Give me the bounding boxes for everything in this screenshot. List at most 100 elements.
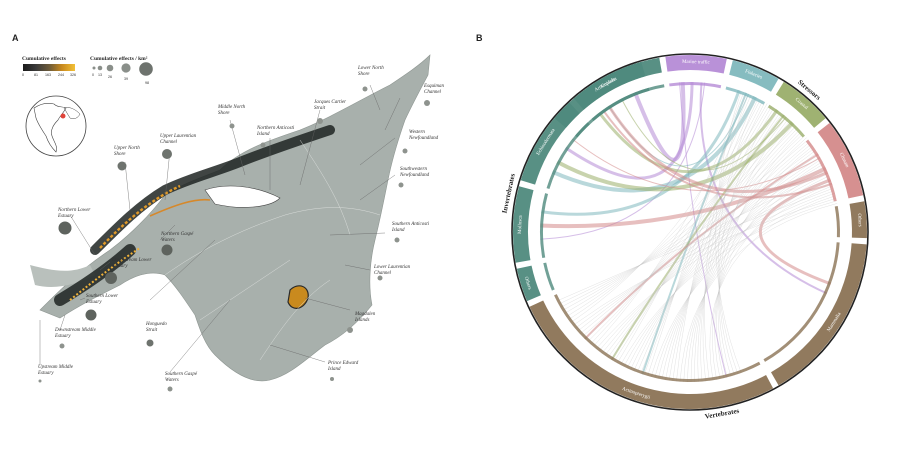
gradient-tick: 81 xyxy=(34,73,38,77)
background-link xyxy=(601,156,821,354)
background-link xyxy=(702,102,766,382)
chord-inner-band xyxy=(767,104,805,138)
cumulative-effects-legend-title: Cumulative effects xyxy=(22,56,66,62)
chord-inner-band xyxy=(834,205,840,238)
region-label: Lower North Shore xyxy=(358,66,384,77)
gradient-tick: 326 xyxy=(70,73,76,77)
chord-segment-others xyxy=(849,201,867,239)
background-link xyxy=(643,100,763,375)
background-link xyxy=(593,91,744,347)
region-label: Middle North Shore xyxy=(218,105,246,116)
chord-inner-band xyxy=(591,87,650,122)
background-link xyxy=(572,198,837,326)
background-link xyxy=(604,141,810,356)
chord-inner-band xyxy=(554,294,761,382)
background-link xyxy=(633,135,806,372)
background-link xyxy=(658,159,822,379)
background-link xyxy=(661,143,812,380)
region-label: Lower Laurentian Channel xyxy=(374,265,411,276)
chord-segment-mammalia xyxy=(771,243,867,386)
background-link xyxy=(595,190,835,350)
chord-inner-band xyxy=(725,86,765,105)
chord-link xyxy=(610,114,785,361)
chord-link xyxy=(602,109,833,199)
chord-segment-marine-traffic xyxy=(665,55,727,74)
region-label: Esquiman Channel xyxy=(424,84,444,95)
chord-segment-label: Marine traffic xyxy=(682,60,711,66)
chord-link xyxy=(620,98,787,171)
region-label: Downstream Lower Estuary xyxy=(112,258,152,269)
gradient-tick: 244 xyxy=(58,73,64,77)
anticosti-island xyxy=(204,185,281,208)
background-link xyxy=(562,139,809,311)
background-link xyxy=(574,180,832,329)
chord-segment-echinodermata xyxy=(520,102,580,185)
background-link xyxy=(568,103,768,320)
background-link xyxy=(679,203,838,382)
chord-inner-band xyxy=(805,139,837,202)
panel-a-letter: A xyxy=(12,33,19,43)
chord-link xyxy=(564,81,694,180)
chord-link xyxy=(551,96,758,193)
chord-segment-climate xyxy=(817,123,864,199)
chord-link xyxy=(541,89,741,216)
background-link xyxy=(558,170,828,305)
background-link xyxy=(587,109,777,342)
chord-segment-actinopterygii xyxy=(529,300,774,410)
background-link xyxy=(598,173,829,352)
background-link xyxy=(584,120,791,340)
chord-links xyxy=(540,81,838,382)
panel-b-letter: B xyxy=(476,33,483,43)
chord-segment-cnidaria xyxy=(573,61,646,110)
background-link xyxy=(617,95,754,364)
background-link xyxy=(582,133,804,337)
chord-outer-frame xyxy=(511,53,869,411)
background-link xyxy=(694,137,807,382)
background-link xyxy=(626,166,825,369)
chord-segment-label: Climate xyxy=(838,152,850,169)
chord-link xyxy=(556,121,795,192)
region-label: Western Newfoundland xyxy=(409,130,439,141)
background-link xyxy=(607,127,799,358)
chord-segment-fisheries xyxy=(729,60,779,92)
chord-segment-label: Others xyxy=(523,276,532,290)
chord-link xyxy=(571,138,821,192)
region-label: Downstream Middle Estuary xyxy=(55,328,96,339)
background-link xyxy=(640,110,779,374)
north-shore-band xyxy=(90,125,335,255)
background-link xyxy=(564,125,797,314)
region-label: Jacques Cartier Strait xyxy=(314,100,347,111)
background-link xyxy=(690,152,818,382)
region-label: Upstream Middle Estuary xyxy=(38,365,73,376)
background-link xyxy=(560,154,819,308)
region-label: Prince Edward Island xyxy=(328,361,359,372)
region-label: Northern Anticosti Island xyxy=(257,126,295,137)
chord-segment-coastal xyxy=(775,81,826,128)
chord-inner-band xyxy=(669,82,722,89)
background-link xyxy=(577,163,824,332)
background-link xyxy=(620,200,837,366)
gulf-of-st-lawrence-map xyxy=(30,54,431,392)
background-link xyxy=(700,112,781,382)
background-link xyxy=(704,93,749,381)
region-label: Southwestern Newfoundland xyxy=(400,167,430,178)
chord-inner-band xyxy=(543,262,555,291)
gaspe-hotspot xyxy=(149,198,211,217)
background-link xyxy=(665,129,800,381)
perkm-tick: 98 xyxy=(145,81,149,85)
background-link xyxy=(647,92,747,376)
background-link xyxy=(654,175,830,378)
background-link xyxy=(566,113,783,317)
perkm-tick: 13 xyxy=(98,73,102,77)
region-label: Southern Gaspé Waters xyxy=(165,372,198,383)
perkm-tick: 39 xyxy=(124,77,128,81)
cumulative-effects-gradient xyxy=(23,64,75,71)
chord-ring xyxy=(511,53,869,411)
region-label: Magdalen Islands xyxy=(355,312,376,323)
background-link xyxy=(718,118,789,377)
gradient-tick: 163 xyxy=(45,73,51,77)
background-link xyxy=(697,123,795,382)
region-label: Southern Anticosti Island xyxy=(392,222,429,233)
background-link xyxy=(590,99,761,345)
background-link xyxy=(650,192,835,377)
